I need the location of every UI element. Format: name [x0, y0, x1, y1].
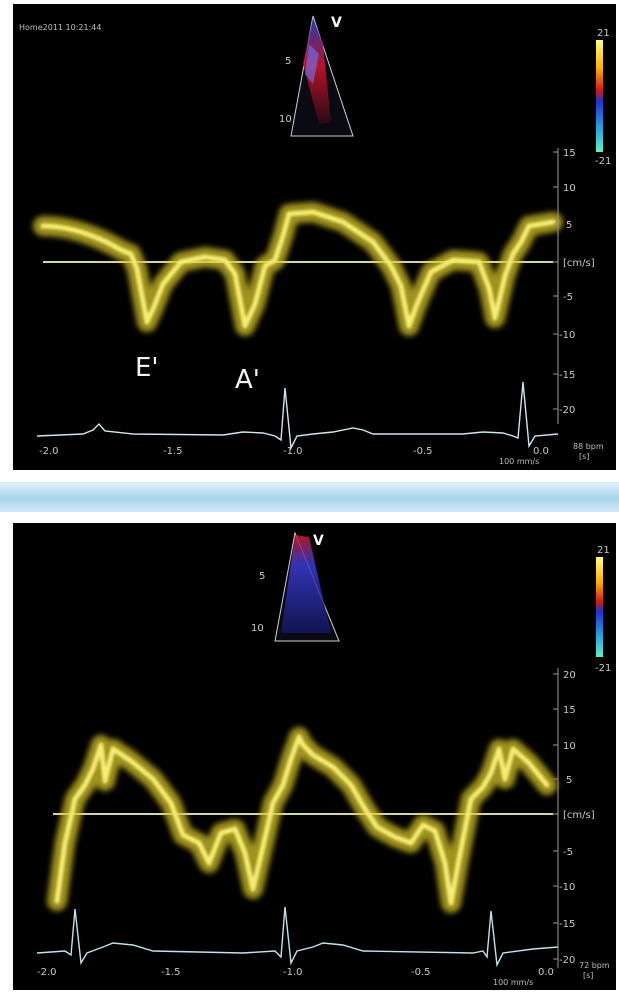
time-tick-5: 0.0 — [538, 967, 554, 978]
velocity-axis: 20 15 10 5 [cm/s] -5 -10 -15 -20 — [553, 668, 595, 968]
time-tick-2: -1.5 — [161, 967, 181, 978]
color-scale-max: 21 — [597, 28, 610, 39]
time-tick-1: -2.0 — [37, 967, 57, 978]
velocity-tick-neg20: -20 — [559, 405, 575, 416]
velocity-unit: [cm/s] — [563, 258, 595, 269]
time-tick-3: -1.0 — [283, 967, 303, 978]
velocity-tick-neg20: -20 — [559, 955, 575, 966]
velocity-tick-5: 5 — [566, 775, 572, 786]
time-axis: -2.0 -1.5 -1.0 -0.5 0.0 100 mm/s 88 bpm … — [39, 442, 604, 466]
scale-note: 100 mm/s — [493, 978, 533, 987]
time-tick-4: -0.5 — [413, 446, 433, 457]
time-tick-2: -1.5 — [163, 446, 183, 457]
depth-mark-2: 10 — [279, 114, 292, 125]
color-scale-bar — [596, 40, 603, 152]
separator-bar — [0, 482, 619, 512]
color-scale-min: -21 — [595, 663, 611, 674]
time-tick-1: -2.0 — [39, 446, 59, 457]
depth-mark-2: 10 — [251, 623, 264, 634]
color-scale-max: 21 — [597, 545, 610, 556]
timestamp-label: Home2011 10:21:44 — [19, 23, 101, 32]
depth-mark-1: 5 — [285, 56, 291, 67]
hr-label: 72 bpm — [579, 961, 610, 970]
tissue-doppler-trace — [33, 202, 563, 336]
scale-note: 100 mm/s — [499, 457, 539, 466]
time-tick-3: -1.0 — [283, 446, 303, 457]
velocity-tick-20: 20 — [563, 670, 576, 681]
velocity-tick-15: 15 — [563, 705, 576, 716]
velocity-tick-neg10: -10 — [559, 882, 575, 893]
mode-letter: V — [313, 533, 324, 549]
doppler-panel-top: Home2011 10:21:44 V 5 10 21 -21 E' A' — [13, 4, 616, 470]
time-unit: [s] — [579, 452, 589, 461]
color-scale-bar — [596, 557, 603, 657]
wave-label-a-prime: A' — [235, 365, 260, 395]
echo-sector-thumbnail — [274, 531, 340, 642]
velocity-tick-5: 5 — [566, 220, 572, 231]
echo-sector-thumbnail — [290, 15, 354, 137]
velocity-tick-15: 15 — [563, 148, 576, 159]
depth-mark-1: 5 — [259, 571, 265, 582]
wave-label-e-prime: E' — [135, 353, 159, 383]
tissue-doppler-trace — [47, 727, 557, 913]
time-tick-5: 0.0 — [533, 446, 549, 457]
ecg-trace — [36, 381, 559, 451]
color-scale-min: -21 — [595, 156, 611, 167]
velocity-tick-10: 10 — [563, 183, 576, 194]
hr-label: 88 bpm — [573, 442, 604, 451]
doppler-panel-bottom: V 5 10 21 -21 20 15 10 5 — [13, 523, 616, 990]
velocity-tick-neg15: -15 — [559, 919, 575, 930]
time-unit: [s] — [583, 971, 593, 980]
velocity-tick-neg5: -5 — [563, 847, 573, 858]
ecg-trace — [36, 906, 559, 968]
velocity-tick-neg15: -15 — [559, 370, 575, 381]
velocity-tick-neg10: -10 — [559, 330, 575, 341]
velocity-unit: [cm/s] — [563, 810, 595, 821]
time-tick-4: -0.5 — [411, 967, 431, 978]
time-axis: -2.0 -1.5 -1.0 -0.5 0.0 100 mm/s 72 bpm … — [37, 961, 610, 987]
velocity-axis: 15 10 5 [cm/s] -5 -10 -15 -20 — [553, 148, 595, 424]
velocity-tick-10: 10 — [563, 741, 576, 752]
velocity-tick-neg5: -5 — [563, 292, 573, 303]
separator-band — [0, 474, 619, 519]
mode-letter: V — [331, 15, 342, 31]
